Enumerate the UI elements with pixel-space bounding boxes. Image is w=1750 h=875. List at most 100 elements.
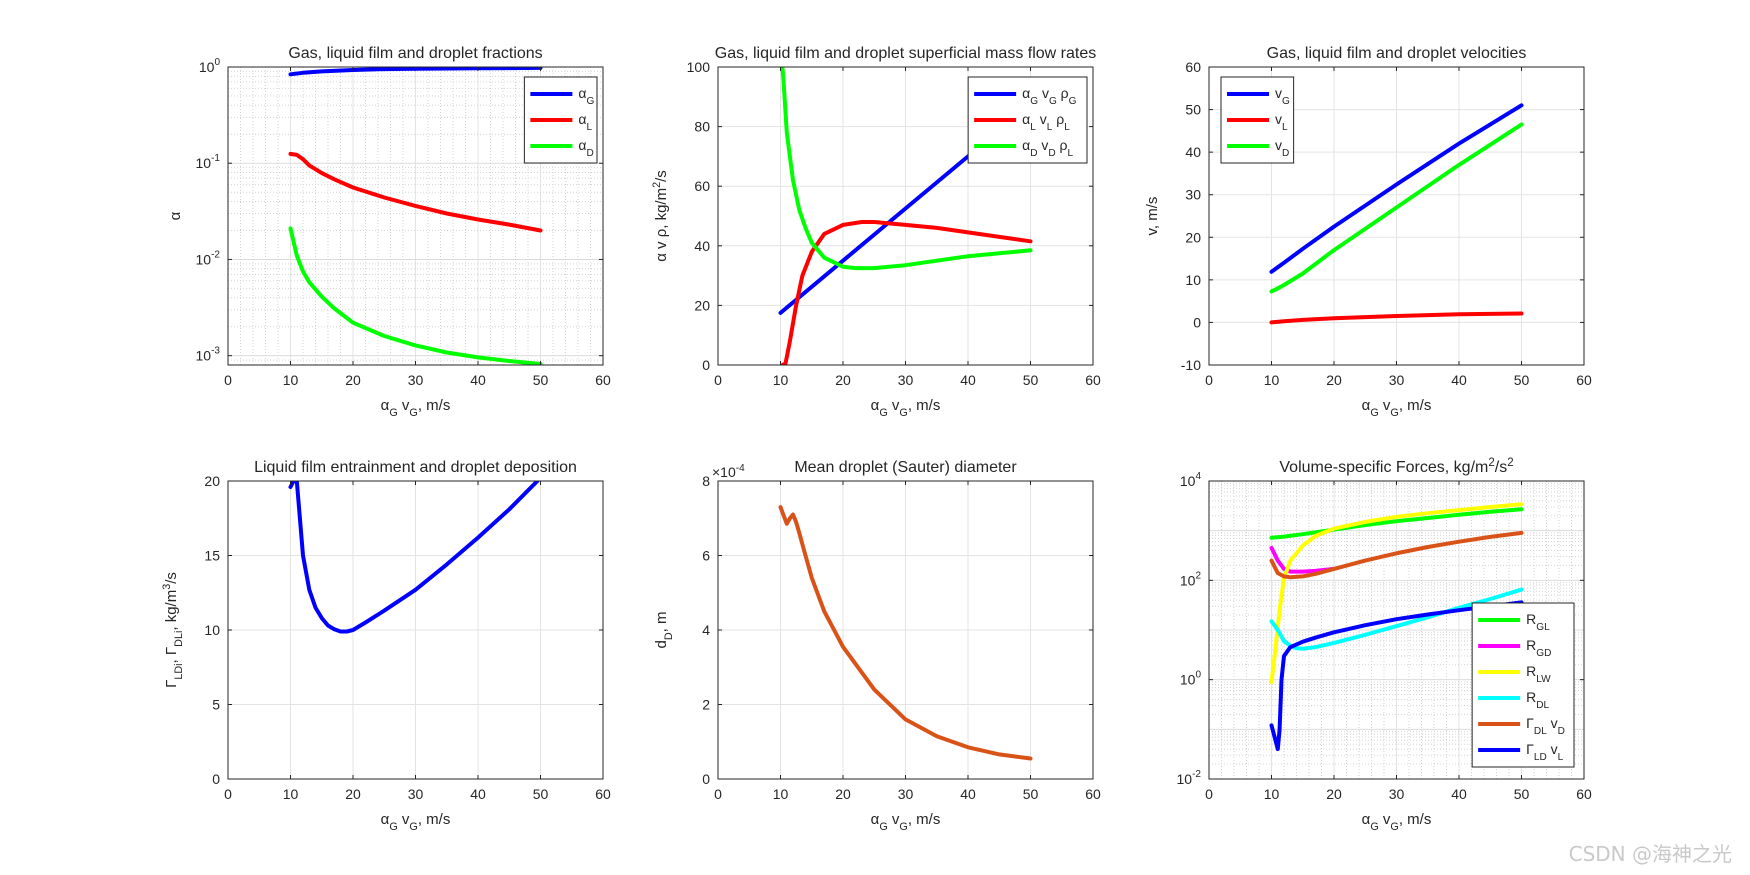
x-axis-label: αG vG, m/s xyxy=(381,811,451,833)
y-tick-label: 20 xyxy=(1185,229,1201,245)
legend-label: αG vG ρG xyxy=(1022,85,1077,107)
chart-title: Gas, liquid film and droplet velocities xyxy=(1267,45,1527,62)
x-tick-label: 30 xyxy=(408,786,424,802)
x-tick-label: 50 xyxy=(1023,786,1039,802)
series-line-3 xyxy=(288,226,543,365)
y-tick-label: 60 xyxy=(1185,59,1201,75)
series-line-1 xyxy=(288,67,543,77)
x-tick-label: 0 xyxy=(714,372,722,388)
y-tick-label: 40 xyxy=(694,238,710,254)
series-line-3 xyxy=(1269,502,1524,684)
chart-panel-4: 0 10 20 30 40 50 60 0 5 10 15 20 Liquid film entrain… xyxy=(161,459,611,833)
legend-label: vD xyxy=(1275,137,1289,159)
legend: αG αL αD xyxy=(523,76,598,164)
x-tick-label: 10 xyxy=(283,372,299,388)
y-axis-label: α xyxy=(167,211,184,220)
y-tick-label: 60 xyxy=(694,178,710,194)
series-group xyxy=(288,481,540,634)
y-tick-label: 10 xyxy=(1185,272,1201,288)
chart-panel-5: 0 10 20 30 40 50 60 0 2 4 6 8×10-4 Mean droplet (Sau… xyxy=(653,459,1101,833)
series-line-2 xyxy=(1269,311,1524,325)
y-tick-label: -10 xyxy=(1181,357,1201,373)
legend-label: αD xyxy=(578,137,593,159)
y-axis-label: ΓLDi, ΓDLi, kg/m3/s xyxy=(161,572,185,688)
y-tick-label: 104 xyxy=(1180,471,1202,489)
x-tick-label: 0 xyxy=(714,786,722,802)
y-tick-label: 10-2 xyxy=(196,249,221,267)
series-line-1 xyxy=(1269,103,1524,274)
legend-label: ΓDL vD xyxy=(1526,715,1565,737)
legend-label: αL vL ρL xyxy=(1022,111,1070,133)
legend-label: vG xyxy=(1275,85,1290,107)
y-tick-label: 0 xyxy=(1193,314,1201,330)
x-axis-label: αG vG, m/s xyxy=(381,397,451,419)
legend: RGL RGD RLW RDL ΓDL vD ΓLD vL xyxy=(1471,602,1575,768)
x-tick-label: 10 xyxy=(773,786,789,802)
y-tick-label: 8 xyxy=(702,473,710,489)
x-tick-label: 0 xyxy=(1205,786,1213,802)
y-axis-label: dD, m xyxy=(653,612,675,649)
series-group xyxy=(1269,103,1524,325)
x-tick-label: 60 xyxy=(595,786,611,802)
x-axis-label: αG vG, m/s xyxy=(871,397,941,419)
series-line-2 xyxy=(1269,545,1336,574)
legend-label: αL xyxy=(578,111,592,133)
y-tick-label: 0 xyxy=(702,357,710,373)
x-axis-label: αG vG, m/s xyxy=(1362,811,1432,833)
x-tick-label: 50 xyxy=(1514,786,1530,802)
series-line-2 xyxy=(780,220,1033,365)
y-axis-label: α v ρ, kg/m2/s xyxy=(651,170,670,262)
y-tick-label: 100 xyxy=(1180,670,1202,688)
x-tick-label: 60 xyxy=(1085,786,1101,802)
series-line-3 xyxy=(1269,122,1524,294)
x-tick-label: 20 xyxy=(1326,786,1342,802)
x-tick-label: 20 xyxy=(345,372,361,388)
y-tick-label: 15 xyxy=(204,548,220,564)
x-tick-label: 50 xyxy=(1023,372,1039,388)
y-tick-label: 100 xyxy=(687,59,711,75)
x-tick-label: 40 xyxy=(1451,372,1467,388)
legend-label: RGD xyxy=(1526,637,1551,659)
y-tick-label: 10-2 xyxy=(1177,769,1202,787)
chart-title: Volume-specific Forces, kg/m2/s2 xyxy=(1279,457,1513,476)
x-tick-label: 60 xyxy=(1085,372,1101,388)
legend-label: αD vD ρL xyxy=(1022,137,1073,159)
legend-label: RLW xyxy=(1526,663,1551,685)
chart-panel-1: 0 10 20 30 40 50 60 10-3 10-2 10-1 100 Gas, liquid … xyxy=(167,45,611,419)
series-line-6 xyxy=(1269,600,1524,752)
x-tick-label: 30 xyxy=(408,372,424,388)
y-exponent-label: ×10-4 xyxy=(712,463,745,480)
series-line-1 xyxy=(1269,507,1524,540)
chart-title: Mean droplet (Sauter) diameter xyxy=(794,459,1017,476)
x-axis-label: αG vG, m/s xyxy=(1362,397,1432,419)
x-tick-label: 10 xyxy=(283,786,299,802)
legend-label: RDL xyxy=(1526,689,1549,711)
x-tick-label: 0 xyxy=(1205,372,1213,388)
x-tick-label: 50 xyxy=(1514,372,1530,388)
series-line-1 xyxy=(778,505,1033,761)
x-tick-label: 40 xyxy=(470,372,486,388)
y-tick-label: 10 xyxy=(204,622,220,638)
y-tick-label: 20 xyxy=(204,473,220,489)
y-tick-label: 20 xyxy=(694,297,710,313)
y-tick-label: 50 xyxy=(1185,102,1201,118)
chart-title: Liquid film entrainment and droplet depo… xyxy=(254,459,577,476)
y-tick-label: 0 xyxy=(702,771,710,787)
x-tick-label: 50 xyxy=(533,786,549,802)
x-tick-label: 20 xyxy=(835,372,851,388)
series-line-3 xyxy=(780,67,1033,271)
y-tick-label: 30 xyxy=(1185,187,1201,203)
y-tick-label: 102 xyxy=(1180,570,1202,588)
y-axis-label: v, m/s xyxy=(1144,197,1161,236)
legend-label: vL xyxy=(1275,111,1288,133)
y-tick-label: 40 xyxy=(1185,144,1201,160)
x-tick-label: 30 xyxy=(1389,372,1405,388)
y-tick-label: 5 xyxy=(212,697,220,713)
x-tick-label: 60 xyxy=(595,372,611,388)
x-tick-label: 0 xyxy=(224,372,232,388)
x-axis-label: αG vG, m/s xyxy=(871,811,941,833)
y-tick-label: 10-1 xyxy=(196,153,221,171)
